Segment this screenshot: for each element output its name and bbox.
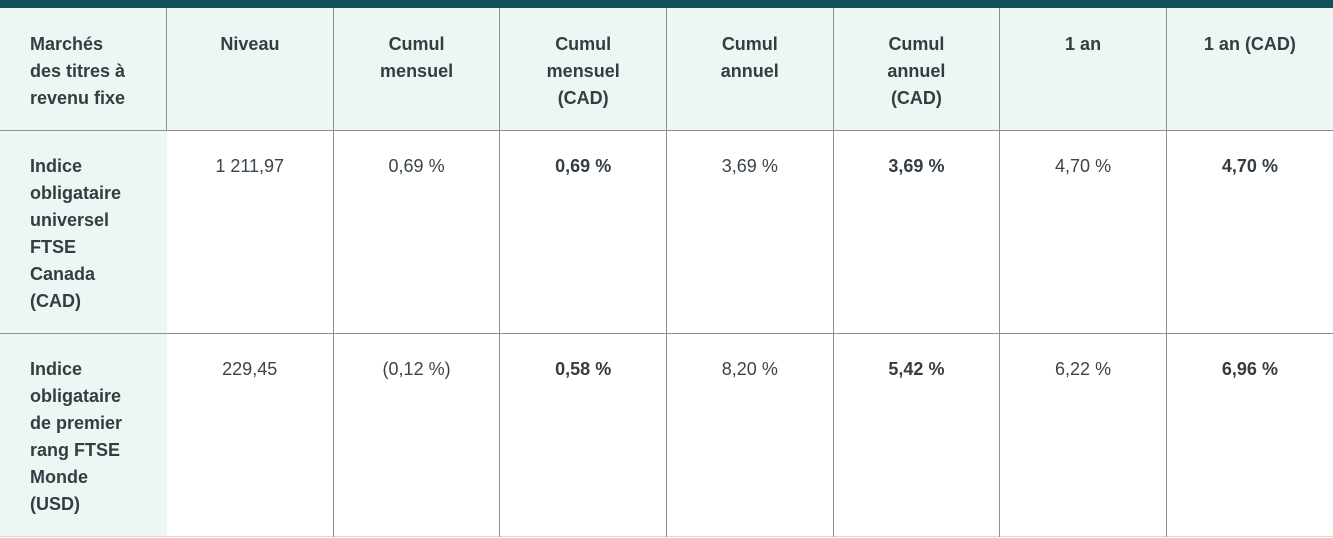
cell-cumul-mensuel: 0,69 % bbox=[332, 130, 500, 334]
cell-1an: 4,70 % bbox=[999, 130, 1167, 334]
table-row: Indice obligataire universel FTSE Canada… bbox=[0, 130, 1333, 334]
table-body: Indice obligataire universel FTSE Canada… bbox=[0, 130, 1333, 537]
column-header-cumul-mensuel-cad: Cumul mensuel (CAD) bbox=[499, 4, 667, 131]
header-row: Marchés des titres à revenu fixe Niveau … bbox=[0, 4, 1333, 131]
cell-1an-cad: 6,96 % bbox=[1165, 333, 1333, 537]
row-header-ftse-monde: Indice obligataire de premier rang FTSE … bbox=[0, 333, 167, 537]
cell-cumul-mensuel-cad: 0,58 % bbox=[499, 333, 667, 537]
cell-niveau: 1 211,97 bbox=[215, 156, 285, 176]
column-header-1an-cad: 1 an (CAD) bbox=[1165, 4, 1333, 131]
column-header-cumul-annuel: Cumul annuel bbox=[666, 4, 834, 131]
column-header-niveau: Niveau bbox=[166, 4, 334, 131]
cell-cumul-annuel-cad: 5,42 % bbox=[832, 333, 1000, 537]
cell-cumul-annuel-cad: 3,69 % bbox=[832, 130, 1000, 334]
cell-cumul-annuel: 3,69 % bbox=[666, 130, 834, 334]
cell-cumul-mensuel-cad: 0,69 % bbox=[499, 130, 667, 334]
cell-1an: 6,22 % bbox=[999, 333, 1167, 537]
cell-cumul-mensuel: (0,12 %) bbox=[332, 333, 500, 537]
column-header-cumul-mensuel: Cumul mensuel bbox=[332, 4, 500, 131]
column-header-cumul-annuel-cad: Cumul annuel (CAD) bbox=[832, 4, 1000, 131]
row-header-ftse-canada: Indice obligataire universel FTSE Canada… bbox=[0, 130, 167, 334]
table-row: Indice obligataire de premier rang FTSE … bbox=[0, 333, 1333, 537]
cell-1an-cad: 4,70 % bbox=[1165, 130, 1333, 334]
column-header-marches: Marchés des titres à revenu fixe bbox=[0, 4, 167, 131]
cell-niveau: 229,45 bbox=[222, 359, 278, 379]
cell-cumul-annuel: 8,20 % bbox=[666, 333, 834, 537]
column-header-1an: 1 an bbox=[999, 4, 1167, 131]
table-header: Marchés des titres à revenu fixe Niveau … bbox=[0, 4, 1333, 131]
